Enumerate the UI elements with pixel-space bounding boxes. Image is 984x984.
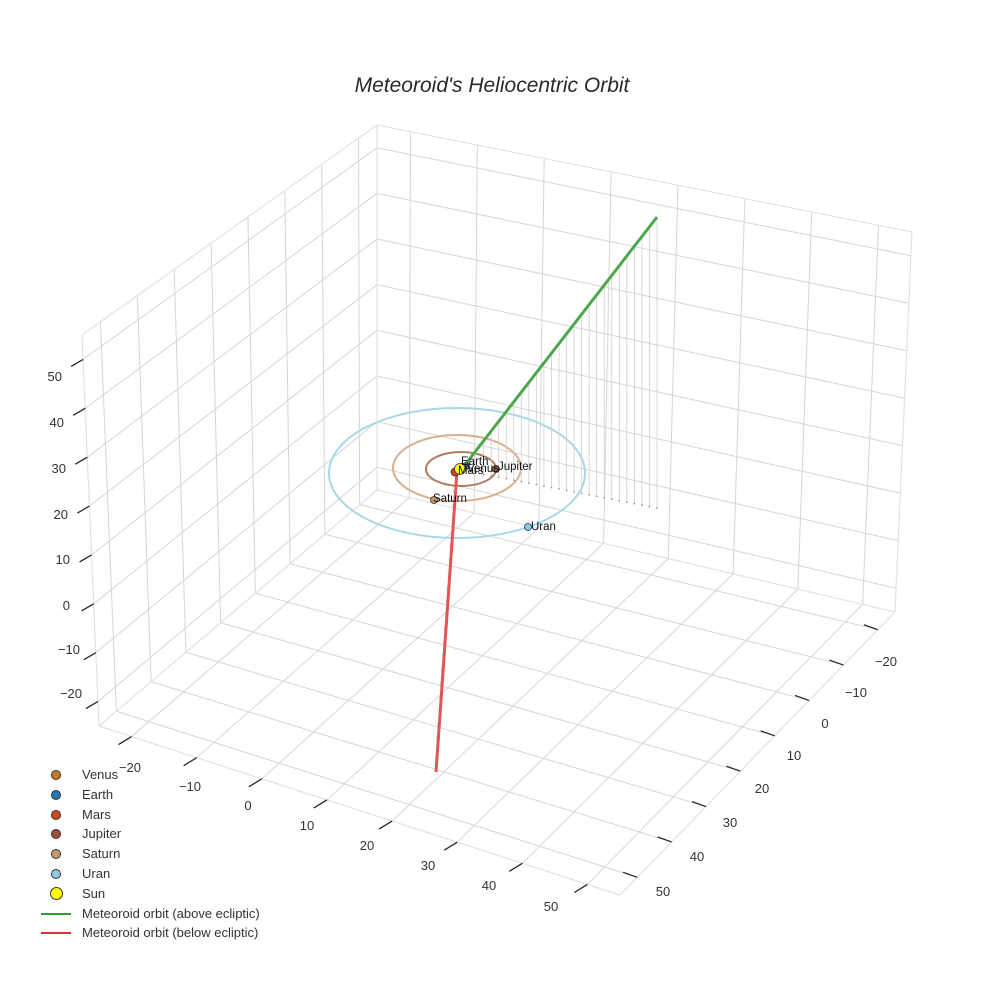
saturn-label: Saturn	[433, 493, 467, 505]
legend-label: Meteoroid orbit (above ecliptic)	[82, 905, 260, 921]
z-axis-labels: 50 40 30 20 10 0 −10 −20	[48, 369, 82, 701]
jupiter-legend-icon	[51, 829, 61, 840]
uran-orbit	[328, 407, 586, 539]
y-tick-label: 40	[690, 849, 704, 864]
mars-label: Mars	[458, 465, 484, 477]
meteoroid-orbit-below-line[interactable]	[434, 470, 459, 773]
y-tick-label: −20	[875, 654, 897, 669]
x-axis-labels: −20 −10 0 10 20 30 40 50	[119, 760, 558, 914]
chart-title: Meteoroid's Heliocentric Orbit	[354, 74, 630, 97]
y-tick-label: 30	[723, 815, 737, 830]
green-line-legend-icon	[41, 912, 71, 915]
sun-marker[interactable]	[454, 463, 466, 475]
z-tick-label: 10	[56, 552, 70, 567]
meteoroid-orbit-above-line[interactable]	[459, 216, 659, 471]
planet-labels: Earth Venus Mars Jupiter Saturn Uran	[433, 456, 556, 533]
venus-label: Venus	[467, 463, 499, 475]
legend-item-orbit-above[interactable]: Meteoroid orbit (above ecliptic)	[36, 904, 260, 924]
earth-label: Earth	[461, 456, 489, 468]
y-tick-label: 20	[755, 781, 769, 796]
legend-item-venus[interactable]: Venus	[36, 765, 260, 785]
saturn-marker[interactable]	[430, 496, 438, 504]
grid-lines	[82, 131, 912, 885]
z-tick-label: 30	[52, 461, 66, 476]
earth-legend-icon	[51, 789, 61, 800]
x-tick-label: −20	[119, 760, 141, 775]
venus-legend-icon	[51, 770, 61, 780]
y-tick-label: 10	[787, 748, 801, 763]
x-tick-label: −10	[179, 779, 201, 794]
x-tick-label: 30	[421, 858, 435, 873]
y-axis-labels: −20 −10 0 10 20 30 40 50	[656, 654, 897, 899]
legend-label: Saturn	[82, 846, 121, 862]
axis-box	[81, 124, 913, 896]
jupiter-marker[interactable]	[492, 465, 500, 473]
legend-label: Mars	[82, 806, 111, 822]
legend-item-jupiter[interactable]: Jupiter	[36, 824, 260, 844]
saturn-legend-icon	[51, 849, 61, 860]
legend-label: Earth	[82, 786, 114, 802]
uran-legend-icon	[51, 868, 61, 879]
legend-item-uran[interactable]: Uran	[36, 864, 260, 884]
sun-legend-icon	[50, 886, 63, 900]
legend-label: Uran	[82, 865, 111, 881]
legend-item-orbit-below[interactable]: Meteoroid orbit (below ecliptic)	[36, 923, 260, 943]
z-tick-label: −10	[58, 642, 80, 657]
jupiter-label: Jupiter	[498, 461, 533, 473]
legend-label: Meteoroid orbit (below ecliptic)	[82, 925, 259, 941]
z-tick-label: −20	[60, 686, 82, 701]
z-tick-label: 20	[54, 507, 68, 522]
legend-item-mars[interactable]: Mars	[36, 805, 260, 825]
uran-label: Uran	[531, 521, 556, 533]
y-tick-label: −10	[845, 685, 867, 700]
x-tick-label: 20	[360, 838, 374, 853]
uran-marker[interactable]	[524, 523, 532, 531]
legend-label: Venus	[82, 767, 119, 782]
legend-label: Sun	[82, 885, 106, 901]
legend-item-sun[interactable]: Sun	[36, 884, 260, 904]
legend-label: Jupiter	[82, 826, 122, 842]
y-tick-label: 50	[656, 884, 670, 899]
z-tick-label: 50	[48, 369, 62, 384]
red-line-legend-icon	[41, 932, 71, 935]
z-tick-label: 0	[63, 598, 70, 613]
y-tick-label: 0	[821, 716, 828, 731]
legend: Venus Earth Mars Jupiter Saturn Uran Sun…	[36, 765, 260, 943]
x-tick-label: 0	[244, 798, 251, 813]
x-tick-label: 10	[300, 818, 314, 833]
legend-item-earth[interactable]: Earth	[36, 785, 260, 805]
x-tick-label: 40	[482, 878, 496, 893]
z-tick-label: 40	[50, 415, 64, 430]
legend-item-saturn[interactable]: Saturn	[36, 844, 260, 864]
x-tick-label: 50	[544, 899, 558, 914]
mars-legend-icon	[51, 809, 61, 820]
axis-ticks	[70, 358, 879, 893]
planet-markers	[430, 462, 532, 531]
